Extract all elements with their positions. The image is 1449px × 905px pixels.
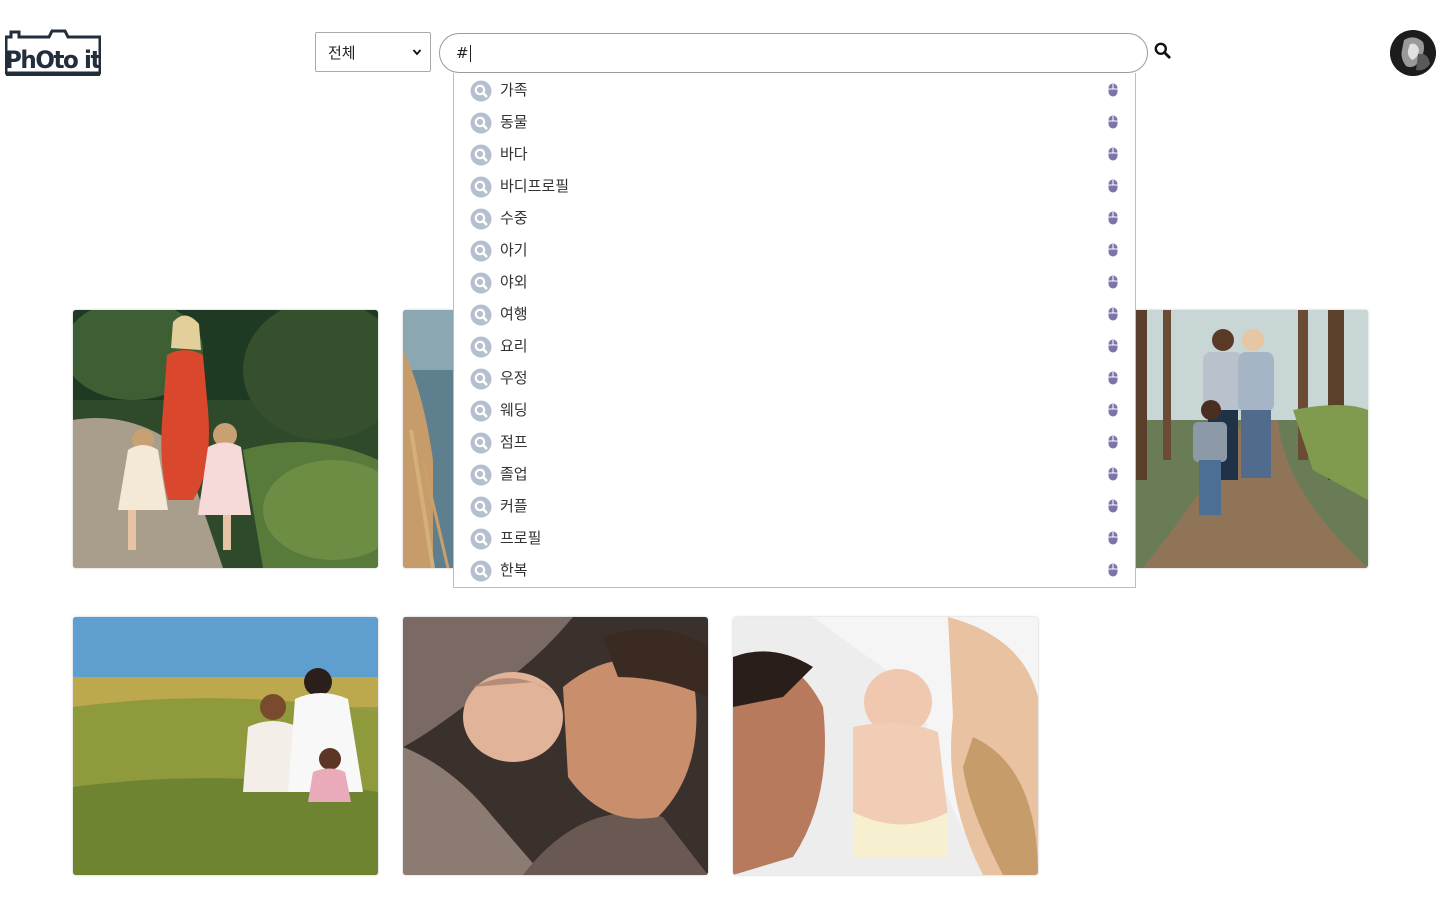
mouse-icon [1108, 531, 1118, 545]
suggestion-label: 점프 [500, 433, 528, 451]
search-circle-icon [470, 560, 492, 582]
suggestion-item[interactable]: 바디프로필 [454, 169, 1135, 201]
suggestion-item[interactable]: 가족 [454, 73, 1135, 105]
mouse-icon [1108, 147, 1118, 161]
search-circle-icon [470, 272, 492, 294]
suggestion-label: 여행 [500, 305, 528, 323]
chevron-down-icon [412, 49, 422, 56]
search-circle-icon [470, 336, 492, 358]
suggestion-label: 커플 [500, 497, 528, 515]
suggestion-item[interactable]: 프로필 [454, 521, 1135, 553]
search-circle-icon [470, 400, 492, 422]
text-caret [469, 44, 471, 62]
suggestion-label: 바다 [500, 145, 528, 163]
mouse-icon [1108, 211, 1118, 225]
mouse-icon [1108, 563, 1118, 577]
suggestion-item[interactable]: 웨딩 [454, 393, 1135, 425]
search-circle-icon [470, 176, 492, 198]
photo-card[interactable] [73, 617, 378, 875]
search-button[interactable] [1152, 40, 1172, 60]
mouse-icon [1108, 371, 1118, 385]
suggestion-item[interactable]: 아기 [454, 233, 1135, 265]
search-circle-icon [470, 240, 492, 262]
search-input[interactable]: # [439, 33, 1148, 73]
suggestion-label: 수중 [500, 209, 528, 227]
mouse-icon [1108, 115, 1118, 129]
suggestion-label: 가족 [500, 81, 528, 99]
search-circle-icon [470, 464, 492, 486]
mouse-icon [1108, 179, 1118, 193]
suggestion-item[interactable]: 요리 [454, 329, 1135, 361]
user-avatar[interactable] [1390, 30, 1436, 76]
mouse-icon [1108, 435, 1118, 449]
suggestion-item[interactable]: 바다 [454, 137, 1135, 169]
logo-text: PhOto it [5, 46, 101, 74]
suggestion-label: 졸업 [500, 465, 528, 483]
search-circle-icon [470, 432, 492, 454]
search-input-value: # [456, 44, 469, 62]
photo-card[interactable] [403, 617, 708, 875]
suggestion-item[interactable]: 야외 [454, 265, 1135, 297]
suggestion-item[interactable]: 여행 [454, 297, 1135, 329]
suggestion-label: 요리 [500, 337, 528, 355]
suggestion-label: 동물 [500, 113, 528, 131]
suggestion-item[interactable]: 점프 [454, 425, 1135, 457]
photo-mother-daughters [73, 310, 378, 568]
avatar-image [1390, 30, 1436, 76]
suggestion-label: 웨딩 [500, 401, 528, 419]
suggestion-item[interactable]: 졸업 [454, 457, 1135, 489]
search-circle-icon [470, 368, 492, 390]
search-circle-icon [470, 304, 492, 326]
mouse-icon [1108, 403, 1118, 417]
suggestion-item[interactable]: 커플 [454, 489, 1135, 521]
photo-parents-newborn [733, 617, 1038, 875]
logo-graphic: PhOto it [5, 29, 101, 76]
search-circle-icon [470, 208, 492, 230]
mouse-icon [1108, 307, 1118, 321]
search-circle-icon [470, 528, 492, 550]
suggestion-item[interactable]: 동물 [454, 105, 1135, 137]
mouse-icon [1108, 499, 1118, 513]
mouse-icon [1108, 243, 1118, 257]
category-select-value: 전체 [328, 43, 356, 62]
photo-father-baby [403, 617, 708, 875]
photoit-logo[interactable]: PhOto it [5, 29, 101, 77]
search-icon [1154, 42, 1171, 59]
suggestion-item[interactable]: 수중 [454, 201, 1135, 233]
search-circle-icon [470, 80, 492, 102]
suggestion-item[interactable]: 한복 [454, 553, 1135, 585]
suggestion-label: 우정 [500, 369, 528, 387]
search-circle-icon [470, 144, 492, 166]
suggestion-label: 아기 [500, 241, 528, 259]
photo-card[interactable] [733, 617, 1038, 875]
mouse-icon [1108, 275, 1118, 289]
mouse-icon [1108, 83, 1118, 97]
suggestion-label: 프로필 [500, 529, 542, 547]
search-circle-icon [470, 496, 492, 518]
suggestion-label: 바디프로필 [500, 177, 570, 195]
photo-card[interactable] [73, 310, 378, 568]
mouse-icon [1108, 339, 1118, 353]
suggestion-label: 한복 [500, 561, 528, 579]
suggestion-label: 야외 [500, 273, 528, 291]
category-select[interactable]: 전체 [315, 32, 431, 72]
search-circle-icon [470, 112, 492, 134]
suggestion-item[interactable]: 우정 [454, 361, 1135, 393]
mouse-icon [1108, 467, 1118, 481]
photo-family-meadow [73, 617, 378, 875]
